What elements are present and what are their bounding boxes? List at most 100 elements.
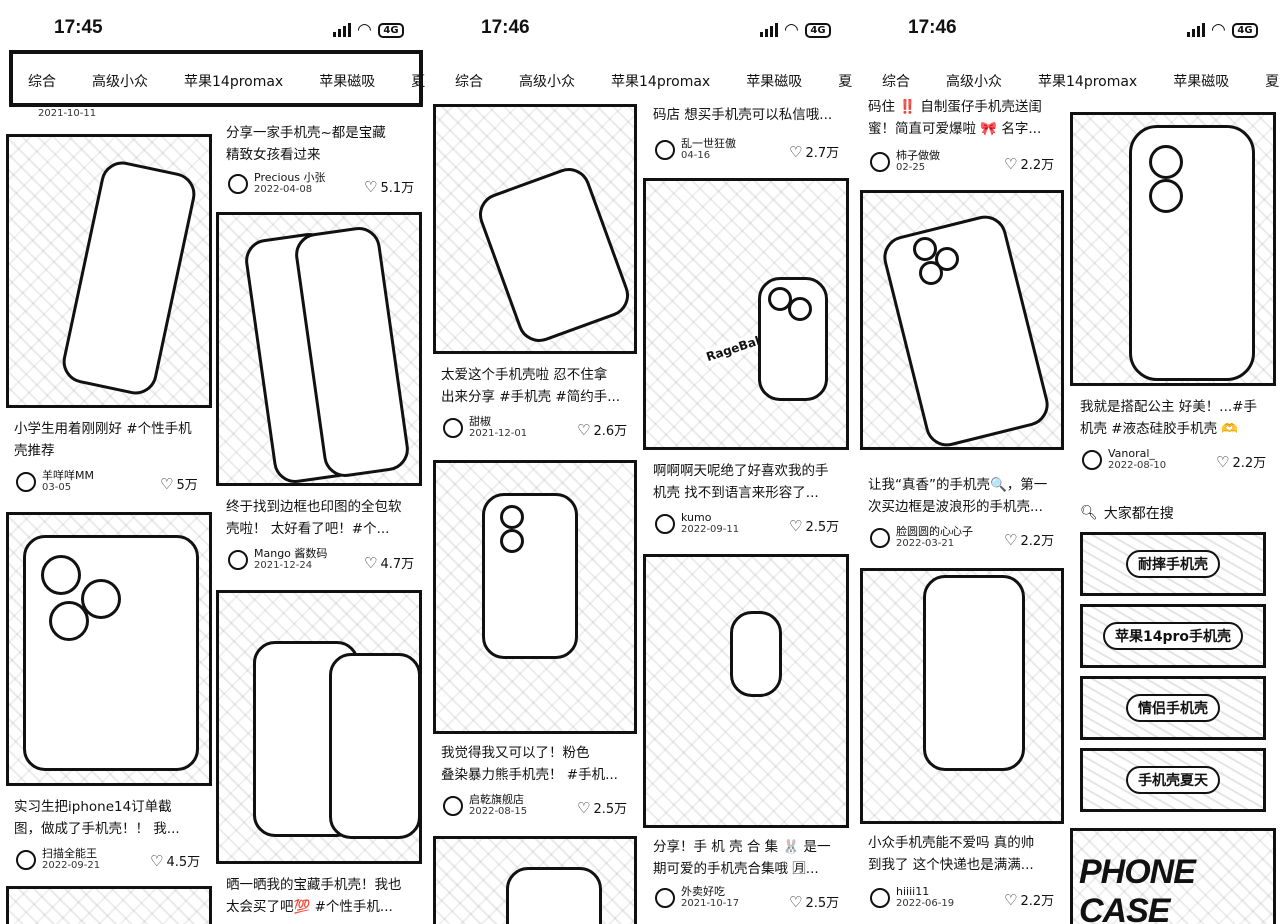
post-image[interactable] [433, 104, 637, 354]
search-suggestion[interactable]: 苹果14pro手机壳 [1080, 604, 1266, 668]
avatar [655, 140, 675, 160]
phone-case-image [58, 157, 200, 399]
like-button[interactable]: ♡ 4.5万 [150, 851, 201, 871]
battery-icon: 4G [378, 22, 404, 38]
tab-highlight-box [9, 50, 423, 107]
post-image[interactable]: RageBaby [643, 178, 849, 450]
status-time: 17:46 [908, 17, 957, 38]
like-button[interactable]: ♡ 2.2万 [1216, 452, 1267, 472]
tab-iphone14promax[interactable]: 苹果14promax [611, 74, 711, 90]
heart-icon: ♡ [789, 892, 803, 911]
post-title[interactable]: 码住 ‼️ 自制蛋仔手机壳送闺 蜜！简直可爱爆啦 🎀 名字... [868, 99, 1042, 137]
post-image[interactable] [433, 836, 637, 924]
post-image[interactable] [860, 190, 1064, 450]
post-image[interactable] [6, 886, 212, 924]
post-author[interactable]: 外卖好吃 2021-10-17 [655, 886, 739, 910]
tab-premium[interactable]: 高级小众 [92, 74, 148, 90]
search-suggestion[interactable]: 耐摔手机壳 [1080, 532, 1266, 596]
tab-bar: 综合 高级小众 苹果14promax 苹果磁吸 夏 [427, 58, 853, 104]
like-button[interactable]: ♡ 2.7万 [789, 142, 840, 162]
search-suggestion[interactable]: 情侣手机壳 [1080, 676, 1266, 740]
like-button[interactable]: ♡ 2.5万 [577, 798, 628, 818]
tab-bar: 综合 高级小众 苹果14promax 苹果磁吸 夏 [854, 58, 1280, 104]
heart-icon: ♡ [1004, 154, 1018, 173]
post-title[interactable]: 我觉得我又可以了！粉色 叠染暴力熊手机壳！ #手机... [441, 745, 618, 783]
like-button[interactable]: ♡ 2.6万 [577, 420, 628, 440]
like-button[interactable]: ♡ 4.7万 [364, 553, 415, 573]
post-author[interactable]: Mango 酱数码 2021-12-24 [228, 548, 327, 572]
camera-lens [919, 261, 943, 285]
post-author[interactable]: hiiii11 2022-06-19 [870, 886, 954, 910]
avatar [1082, 450, 1102, 470]
tab-comprehensive[interactable]: 综合 [455, 74, 483, 90]
heart-icon: ♡ [1004, 530, 1018, 549]
battery-icon: 4G [805, 22, 831, 38]
post-image[interactable] [6, 512, 212, 786]
post-title[interactable]: 分享一家手机壳~都是宝藏 精致女孩看过来 [226, 125, 386, 163]
wifi-icon: ◠ [784, 20, 798, 40]
tab-comprehensive[interactable]: 综合 [28, 74, 56, 90]
post-title[interactable]: 我就是搭配公主 好美！...#手 机壳 #液态硅胶手机壳 🫶 [1080, 399, 1257, 437]
camera-lens [81, 579, 121, 619]
tab-magsafe[interactable]: 苹果磁吸 [1173, 74, 1230, 90]
post-image[interactable] [433, 460, 637, 734]
like-button[interactable]: ♡ 2.5万 [789, 516, 840, 536]
post-image[interactable] [216, 212, 422, 486]
post-image[interactable] [860, 568, 1064, 824]
post-title[interactable]: 晒一晒我的宝藏手机壳！我也 太会买了吧💯 #个性手机... [226, 877, 402, 915]
post-author[interactable]: kumo 2022-09-11 [655, 512, 739, 536]
post-title[interactable]: 让我“真香”的手机壳🔍，第一 次买边框是波浪形的手机壳... [868, 477, 1048, 515]
post-title[interactable]: 太爱这个手机壳啦 忍不住拿 出来分享 #手机壳 #简约手... [441, 367, 621, 405]
tab-iphone14promax[interactable]: 苹果14promax [1038, 74, 1138, 90]
tab-iphone14promax[interactable]: 苹果14promax [184, 74, 284, 90]
phone-case-image [506, 867, 602, 924]
search-suggestions-header: 🔍︎ 大家都在搜 [1080, 505, 1174, 522]
post-author[interactable]: 扫描全能王 2022-09-21 [16, 848, 100, 872]
heart-icon: ♡ [577, 420, 591, 439]
camera-lens [49, 601, 89, 641]
like-button[interactable]: ♡ 2.2万 [1004, 154, 1055, 174]
post-author[interactable]: 乱一世狂傲 04-16 [655, 138, 736, 162]
tab-summer[interactable]: 夏 [1265, 74, 1280, 90]
tab-comprehensive[interactable]: 综合 [882, 74, 910, 90]
post-author[interactable]: 启乾旗舰店 2022-08-15 [443, 794, 527, 818]
avatar [443, 418, 463, 438]
heart-icon: ♡ [1216, 452, 1230, 471]
post-title[interactable]: 小学生用着刚刚好 #个性手机 壳推荐 [14, 421, 192, 459]
like-button[interactable]: ♡ 5万 [160, 474, 198, 494]
post-image[interactable] [1070, 112, 1276, 386]
search-suggestion[interactable]: 手机壳夏天 [1080, 748, 1266, 812]
post-image[interactable] [643, 554, 849, 828]
heart-icon: ♡ [577, 798, 591, 817]
post-author[interactable]: 柿子做做 02-25 [870, 150, 940, 174]
post-author[interactable]: Vanoral_ 2022-08-10 [1082, 448, 1166, 472]
tab-premium[interactable]: 高级小众 [946, 74, 1002, 90]
post-author[interactable]: 甜椒 2021-12-01 [443, 416, 527, 440]
post-title[interactable]: 分享！手 机 壳 合 集 🐰 是一 期可爱的手机壳合集哦 🈷... [653, 839, 831, 877]
post-title[interactable]: 啊啊啊天呢绝了好喜欢我的手 机壳 找不到语言来形容了... [653, 463, 829, 501]
like-button[interactable]: ♡ 5.1万 [364, 177, 415, 197]
like-button[interactable]: ♡ 2.2万 [1004, 890, 1055, 910]
post-author[interactable]: 脸圆圆的心心子 2022-03-21 [870, 526, 973, 550]
post-author[interactable]: 羊咩咩MM 03-05 [16, 470, 94, 494]
avatar [870, 152, 890, 172]
post-title[interactable]: 终于找到边框也印图的全包软 壳啦！ 太好看了吧！#个... [226, 499, 402, 537]
wifi-icon: ◠ [1211, 20, 1225, 40]
post-author[interactable]: Precious 小张 2022-04-08 [228, 172, 326, 196]
tab-premium[interactable]: 高级小众 [519, 74, 575, 90]
post-image[interactable] [6, 134, 212, 408]
tab-magsafe[interactable]: 苹果磁吸 [746, 74, 803, 90]
heart-icon: ♡ [150, 851, 164, 870]
post-title[interactable]: 小众手机壳能不爱吗 真的帅 到我了 这个快递也是满满... [868, 835, 1035, 873]
post-title[interactable]: 实习生把iphone14订单截 图，做成了手机壳！！ 我... [14, 799, 180, 837]
signal-icon [759, 23, 778, 37]
tab-summer[interactable]: 夏 [838, 74, 853, 90]
phone-case-image [923, 575, 1025, 771]
post-image[interactable]: PHONE CASE [1070, 828, 1276, 924]
like-button[interactable]: ♡ 2.5万 [789, 892, 840, 912]
post-title[interactable]: 码店 想买手机壳可以私信哦... [653, 107, 833, 123]
like-button[interactable]: ♡ 2.2万 [1004, 530, 1055, 550]
tab-magsafe[interactable]: 苹果磁吸 [319, 74, 376, 90]
panel-3: 17:46 ◠ 4G 综合 高级小众 苹果14promax 苹果磁吸 夏 码住 … [854, 0, 1280, 924]
post-image[interactable] [216, 590, 422, 864]
